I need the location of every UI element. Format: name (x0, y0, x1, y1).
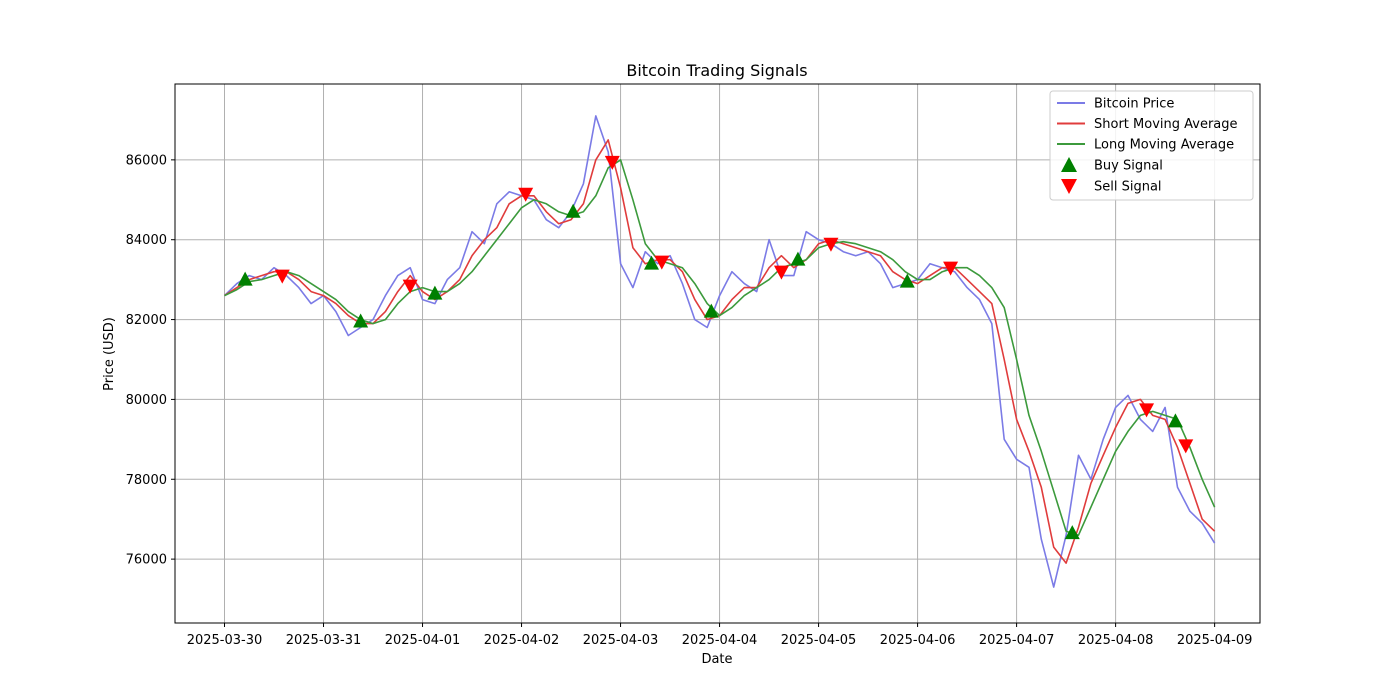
buy-signal-marker (353, 313, 369, 328)
sell-signal-marker (1139, 403, 1155, 418)
x-tick-label: 2025-04-07 (979, 633, 1055, 648)
grid-layer (175, 84, 1260, 623)
sell-signal-marker (654, 255, 670, 270)
y-tick-label: 82000 (126, 313, 167, 328)
y-axis-label: Price (USD) (102, 317, 117, 391)
legend-marker-buy (1061, 157, 1077, 172)
buy-signal-marker (565, 203, 581, 218)
legend-label-price: Bitcoin Price (1094, 97, 1174, 112)
legend: Bitcoin Price Short Moving Average Long … (1049, 90, 1254, 201)
legend-label-sell: Sell Signal (1094, 180, 1162, 195)
x-tick-label: 2025-04-06 (880, 633, 956, 648)
sell-signal-marker (604, 155, 620, 170)
buy-signal-marker (790, 251, 806, 266)
buy-signal-marker (237, 271, 253, 286)
chart-title: Bitcoin Trading Signals (626, 61, 807, 80)
series-layer (223, 115, 1216, 588)
sell-signal-marker (1178, 439, 1194, 454)
buy-signal-marker (703, 303, 719, 318)
legend-label-short-ma: Short Moving Average (1094, 117, 1238, 132)
long-moving-average-line (224, 159, 1216, 537)
buy-signal-marker (643, 255, 659, 270)
x-tick-label: 2025-04-01 (385, 633, 461, 648)
legend-label-long-ma: Long Moving Average (1094, 138, 1234, 153)
y-tick-label: 76000 (126, 553, 167, 568)
marker-layer (237, 155, 1194, 540)
legend-marker-sell (1061, 179, 1077, 194)
y-tick-label: 78000 (126, 473, 167, 488)
tick-layer: 2025-03-30 2025-03-31 2025-04-01 2025-04-02… (126, 153, 1253, 648)
price-line (223, 115, 1216, 588)
sell-signal-marker (773, 265, 789, 280)
buy-signal-marker (427, 285, 443, 300)
sell-signal-marker (943, 261, 959, 276)
plot-area-frame (174, 83, 1261, 624)
sell-signal-marker (823, 237, 839, 252)
x-tick-label: 2025-04-02 (484, 633, 560, 648)
sell-signal-marker (274, 269, 290, 284)
y-tick-label: 80000 (126, 393, 167, 408)
x-tick-label: 2025-04-03 (583, 633, 659, 648)
y-tick-label: 84000 (126, 233, 167, 248)
buy-signal-marker (1167, 413, 1183, 428)
sell-signal-marker (402, 279, 418, 294)
x-axis-label: Date (701, 652, 732, 667)
legend-label-buy: Buy Signal (1094, 159, 1163, 174)
legend-box (1049, 90, 1254, 201)
x-tick-label: 2025-04-05 (781, 633, 857, 648)
x-tick-label: 2025-04-08 (1078, 633, 1154, 648)
buy-signal-marker (899, 273, 915, 288)
buy-signal-marker (1064, 525, 1080, 540)
sell-signal-marker (518, 187, 534, 202)
x-tick-label: 2025-04-04 (682, 633, 758, 648)
x-tick-label: 2025-03-31 (286, 633, 362, 648)
x-tick-label: 2025-04-09 (1177, 633, 1253, 648)
y-tick-label: 86000 (126, 153, 167, 168)
x-tick-label: 2025-03-30 (187, 633, 263, 648)
